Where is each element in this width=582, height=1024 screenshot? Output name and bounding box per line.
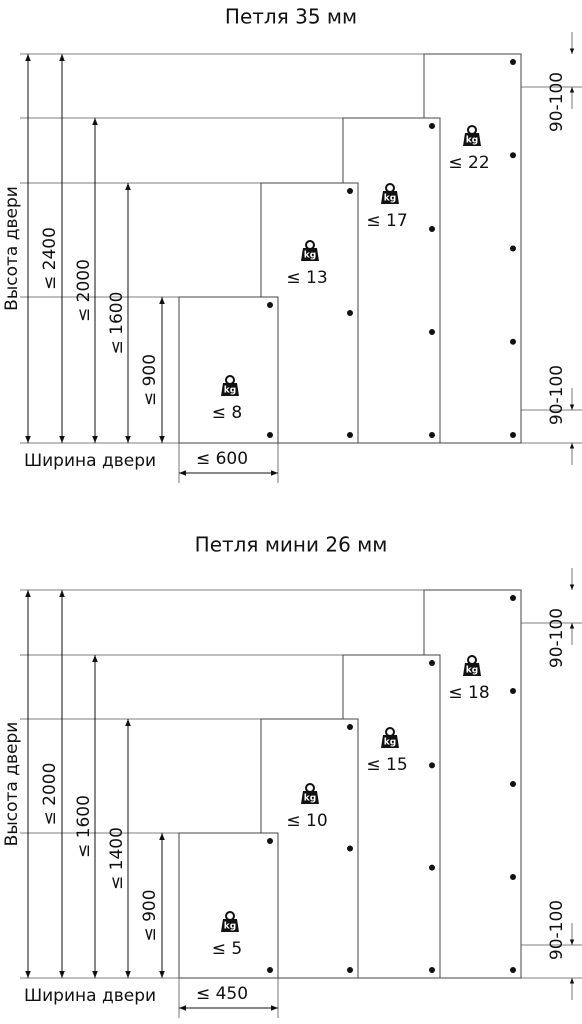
hinge-dot [347,432,353,438]
height-label: ≤ 900 [140,354,160,406]
weight-body [463,133,481,146]
weight-label: ≤ 8 [212,403,242,423]
x-axis-label: Ширина двери [24,451,156,471]
hinge-dot [510,152,516,159]
weight-icon: kg [301,240,319,261]
weight-label: ≤ 17 [366,211,407,231]
y-axis-label: Высота двери [2,186,22,311]
hinge-dot [510,59,516,65]
height-label: ≤ 1600 [107,292,127,355]
y-axis-label: Высота двери [2,722,22,847]
weight-icon: kg [301,783,319,804]
weight-unit: kg [224,922,236,932]
height-label: ≤ 2000 [40,763,60,826]
hinge-dot [429,226,435,232]
hinge-dot [347,724,353,730]
width-label: ≤ 450 [196,984,248,1004]
x-axis-label: Ширина двери [24,986,156,1006]
hinge-dot [429,967,435,973]
hinge-dot [267,838,273,844]
edge-distance-label: 90-100 [547,365,567,425]
hinge-dot [510,432,516,438]
height-label: ≤ 2400 [40,227,60,290]
hinge-dot [347,310,353,316]
hinge-dot [429,660,435,666]
edge-distance-label: 90-100 [547,900,567,960]
weight-unit: kg [384,194,396,204]
edge-distance-label: 90-100 [547,608,567,668]
weight-icon: kg [221,375,239,396]
hinge-dot [267,302,273,308]
weight-unit: kg [224,386,236,396]
weight-label: ≤ 5 [212,939,242,959]
hinge-dot [267,967,273,973]
panel-title: Петля мини 26 мм [195,533,388,557]
height-label: ≤ 2000 [74,259,94,322]
weight-body [221,383,239,396]
hinge-dot [510,874,516,880]
hinge-dot [510,781,516,787]
weight-label: ≤ 13 [286,268,327,288]
hinge-dot [510,595,516,601]
hinge-dot [429,123,435,129]
hinge-dot [510,688,516,694]
hinge-dot [347,845,353,852]
width-label: ≤ 600 [196,449,248,469]
hinge-dot [347,967,353,973]
weight-unit: kg [384,738,396,748]
door [178,832,279,979]
weight-unit: kg [304,251,316,261]
weight-body [301,248,319,261]
hinge-dot [267,432,273,438]
weight-icon: kg [463,655,481,676]
weight-unit: kg [304,794,316,804]
hinge-dot [429,864,435,871]
door [178,296,279,444]
weight-body [301,791,319,804]
weight-unit: kg [466,666,478,676]
hinge-dot [510,338,516,345]
height-label: ≤ 900 [140,889,160,941]
weight-unit: kg [466,136,478,146]
weight-label: ≤ 15 [366,755,407,775]
door [342,654,441,979]
height-label: ≤ 1400 [107,827,127,890]
hinge-dot [429,329,435,335]
weight-icon: kg [221,911,239,932]
weight-body [463,663,481,676]
weight-icon: kg [463,125,481,146]
weight-icon: kg [381,183,399,204]
weight-label: ≤ 18 [448,683,489,703]
weight-body [221,919,239,932]
weight-label: ≤ 22 [448,153,489,173]
hinge-dot [347,188,353,194]
edge-distance-label: 90-100 [547,72,567,132]
weight-label: ≤ 10 [286,811,327,831]
hinge-dot [510,245,516,252]
height-label: ≤ 1600 [74,795,94,858]
weight-body [381,191,399,204]
weight-icon: kg [381,727,399,748]
hinge-dot [429,762,435,769]
weight-body [381,735,399,748]
hinge-dot [510,967,516,973]
hinge-dot [429,432,435,438]
panel-title: Петля 35 мм [225,5,357,29]
